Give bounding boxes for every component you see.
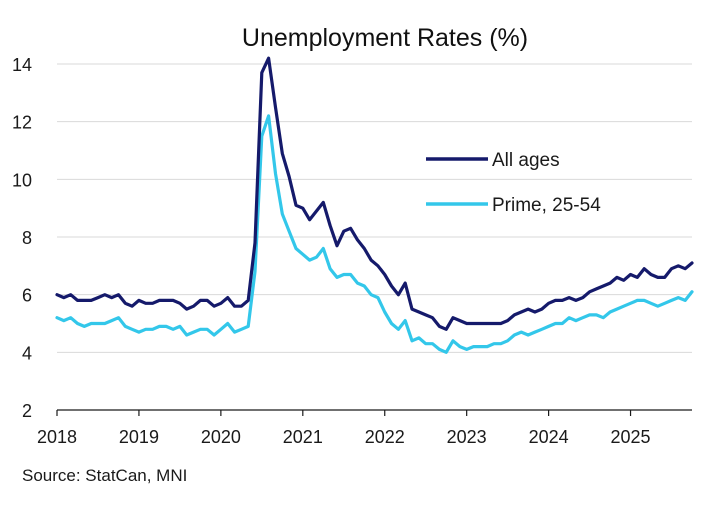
y-axis-ticks: 2 4 6 8 10 12 14 [12,55,32,421]
y-tick-label: 2 [22,401,32,421]
x-tick-label: 2025 [611,427,651,447]
y-tick-label: 4 [22,343,32,363]
x-tick-label: 2019 [119,427,159,447]
legend: All ages Prime, 25-54 [426,150,601,216]
y-tick-label: 8 [22,228,32,248]
series-lines [55,56,694,354]
y-tick-label: 12 [12,113,32,133]
x-tick-label: 2023 [447,427,487,447]
series-line-prime-25-54 [55,114,694,354]
legend-label: All ages [492,150,560,171]
x-tick-label: 2024 [529,427,569,447]
x-tick-label: 2020 [201,427,241,447]
chart-title: Unemployment Rates (%) [242,24,528,52]
source-note: Source: StatCan, MNI [22,466,188,485]
y-gridlines [57,63,692,353]
legend-label: Prime, 25-54 [492,195,601,216]
series-line-all-ages [55,56,694,331]
x-tick-label: 2021 [283,427,323,447]
y-tick-label: 6 [22,286,32,306]
x-tick-label: 2022 [365,427,405,447]
x-axis: 2018 2019 2020 2021 2022 2023 2024 2025 [37,409,692,447]
y-tick-label: 14 [12,55,32,75]
x-tick-label: 2018 [37,427,77,447]
y-tick-label: 10 [12,170,32,190]
